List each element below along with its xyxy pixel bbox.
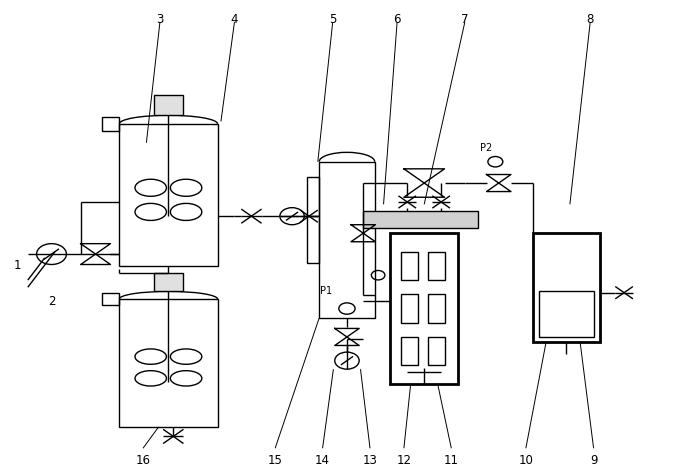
Text: 9: 9 [590, 454, 598, 466]
Bar [539, 291, 593, 337]
Bar [153, 274, 183, 291]
Text: 8: 8 [587, 13, 594, 26]
Text: 11: 11 [444, 454, 459, 466]
Bar [363, 211, 479, 228]
Bar [428, 252, 445, 280]
Bar [532, 233, 600, 342]
Bar [319, 162, 375, 318]
Bar [401, 252, 418, 280]
Text: 5: 5 [329, 13, 336, 26]
Text: 10: 10 [518, 454, 533, 466]
Bar [390, 233, 458, 384]
Text: 2: 2 [48, 295, 55, 308]
Text: 12: 12 [397, 454, 411, 466]
Bar [102, 117, 120, 131]
Bar [102, 293, 120, 305]
Bar [307, 177, 319, 263]
Text: 13: 13 [363, 454, 378, 466]
Bar [428, 294, 445, 323]
Text: 3: 3 [156, 13, 164, 26]
Text: P2: P2 [480, 143, 492, 153]
Bar [120, 299, 217, 427]
Bar [428, 337, 445, 365]
Text: 4: 4 [231, 13, 238, 26]
Bar [120, 124, 217, 266]
Text: 16: 16 [136, 454, 151, 466]
Bar [401, 337, 418, 365]
Text: 15: 15 [268, 454, 282, 466]
Text: 1: 1 [14, 259, 21, 273]
Text: 14: 14 [315, 454, 330, 466]
Text: 7: 7 [461, 13, 469, 26]
Text: 6: 6 [393, 13, 401, 26]
Bar [153, 95, 183, 115]
Text: P1: P1 [320, 286, 332, 296]
Bar [401, 294, 418, 323]
